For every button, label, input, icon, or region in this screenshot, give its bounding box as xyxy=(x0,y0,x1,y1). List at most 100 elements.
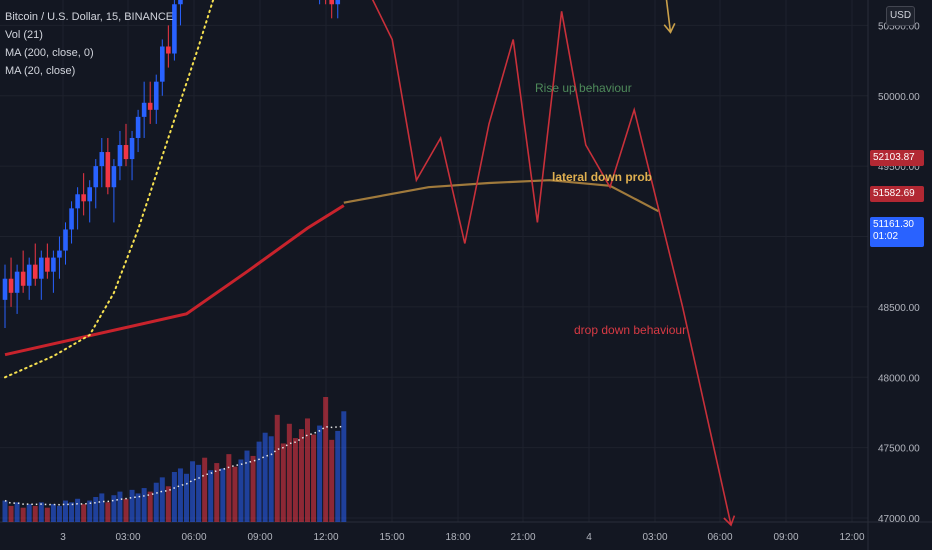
candle-body xyxy=(329,0,334,5)
volume-bar xyxy=(117,491,123,522)
candle-body xyxy=(166,46,171,54)
time-tick-label: 12:00 xyxy=(839,532,864,543)
currency-button[interactable]: USD xyxy=(886,6,915,26)
candle-body xyxy=(160,46,165,82)
volume-ma-line xyxy=(4,425,344,506)
bar-countdown: 01:02 xyxy=(873,231,899,242)
volume-bar xyxy=(298,429,304,522)
volume-bar xyxy=(335,430,341,522)
price-tick-label: 48500.00 xyxy=(878,303,920,314)
volume-bar xyxy=(244,450,250,522)
volume-bar xyxy=(184,473,189,522)
time-tick-label: 12:00 xyxy=(313,532,338,543)
volume-bar xyxy=(111,495,117,522)
volume-bar xyxy=(99,493,105,522)
drop-projection-arrowhead xyxy=(723,515,736,527)
volume-bar xyxy=(323,397,329,522)
price-tick-label: 50000.00 xyxy=(878,92,920,103)
volume-bar xyxy=(232,466,238,522)
volume-bar xyxy=(190,461,196,522)
volume-bar xyxy=(262,432,268,522)
last-price-value: 51161.30 xyxy=(873,219,914,230)
time-tick-label: 06:00 xyxy=(707,532,732,543)
ma20-indicator-label[interactable]: MA (20, close) xyxy=(5,65,76,77)
volume-bar xyxy=(20,507,26,522)
drop-annotation[interactable]: drop down behaviour xyxy=(574,323,687,337)
volume-bar xyxy=(305,418,310,522)
volume-indicator-label[interactable]: Vol (21) xyxy=(5,29,43,41)
candle-body xyxy=(39,257,44,279)
volume-bar xyxy=(26,504,32,522)
volume-bar xyxy=(93,497,99,522)
candle-body xyxy=(129,137,135,160)
rise-annotation[interactable]: Rise up behaviour xyxy=(535,81,632,95)
candle-body xyxy=(172,4,177,54)
candle-body xyxy=(14,271,20,293)
ma200-projection-line xyxy=(343,179,659,213)
candle-body xyxy=(123,145,129,160)
candle-body xyxy=(57,250,62,258)
lateral-projection-path xyxy=(665,0,672,33)
candle-body xyxy=(20,271,26,286)
candle-body xyxy=(99,152,105,167)
candle-body xyxy=(2,278,8,300)
symbol-title[interactable]: Bitcoin / U.S. Dollar, 15, BINANCE xyxy=(5,11,174,23)
last-price-tag: 51161.30 01:02 xyxy=(870,217,924,247)
candle-body xyxy=(135,116,141,138)
volume-bar xyxy=(105,502,111,522)
volume-bar xyxy=(123,498,129,522)
price-tick-label: 50500.00 xyxy=(878,21,920,32)
candle-body xyxy=(111,166,117,188)
candle-body xyxy=(45,257,50,272)
time-tick-label: 03:00 xyxy=(115,532,140,543)
candle-body xyxy=(147,102,153,110)
volume-bar xyxy=(274,414,280,522)
lateral-projection-arrowhead xyxy=(663,23,676,34)
ma20-line xyxy=(4,0,215,379)
volume-bar xyxy=(280,443,286,522)
time-tick-label: 06:00 xyxy=(181,532,206,543)
volume-bar xyxy=(165,486,171,522)
volume-bar xyxy=(63,500,68,522)
volume-bar xyxy=(286,423,292,522)
volume-bar xyxy=(56,505,62,522)
candle-body xyxy=(81,194,86,202)
volume-bar xyxy=(238,459,244,522)
time-tick-label: 4 xyxy=(586,532,592,543)
volume-bar xyxy=(256,441,262,522)
volume-bar xyxy=(2,500,8,522)
volume-bar xyxy=(50,504,56,522)
volume-bar xyxy=(14,502,20,522)
volume-bar xyxy=(317,425,323,522)
volume-bar xyxy=(81,504,87,522)
lateral-annotation[interactable]: lateral down prob xyxy=(552,170,653,184)
volume-bar xyxy=(38,502,44,522)
ma200-line xyxy=(4,204,345,357)
volume-bar xyxy=(171,472,177,522)
volume-bar xyxy=(341,411,347,522)
price-tick-label: 47000.00 xyxy=(878,514,920,525)
volume-bar xyxy=(147,491,153,522)
volume-bar xyxy=(311,434,317,522)
ma200-indicator-label[interactable]: MA (200, close, 0) xyxy=(5,47,94,59)
volume-bar xyxy=(268,436,274,522)
volume-bar xyxy=(226,454,232,522)
candle-body xyxy=(32,264,38,279)
chart-legend: Bitcoin / U.S. Dollar, 15, BINANCE Vol (… xyxy=(5,8,173,80)
candle-body xyxy=(105,152,111,188)
volume-bar xyxy=(8,505,14,522)
volume-bar xyxy=(202,457,208,522)
volume-bar xyxy=(75,498,81,522)
candle-body xyxy=(63,229,68,251)
volume-bar xyxy=(220,468,226,522)
time-tick-label: 09:00 xyxy=(773,532,798,543)
candle-body xyxy=(153,81,159,110)
volume-bar xyxy=(329,439,335,522)
candle-body xyxy=(26,264,32,286)
volume-bar xyxy=(153,482,159,522)
resistance-price-tag: 52103.87 xyxy=(870,150,924,166)
candle-body xyxy=(51,257,56,272)
candle-body xyxy=(117,145,123,167)
time-tick-label: 21:00 xyxy=(510,532,535,543)
